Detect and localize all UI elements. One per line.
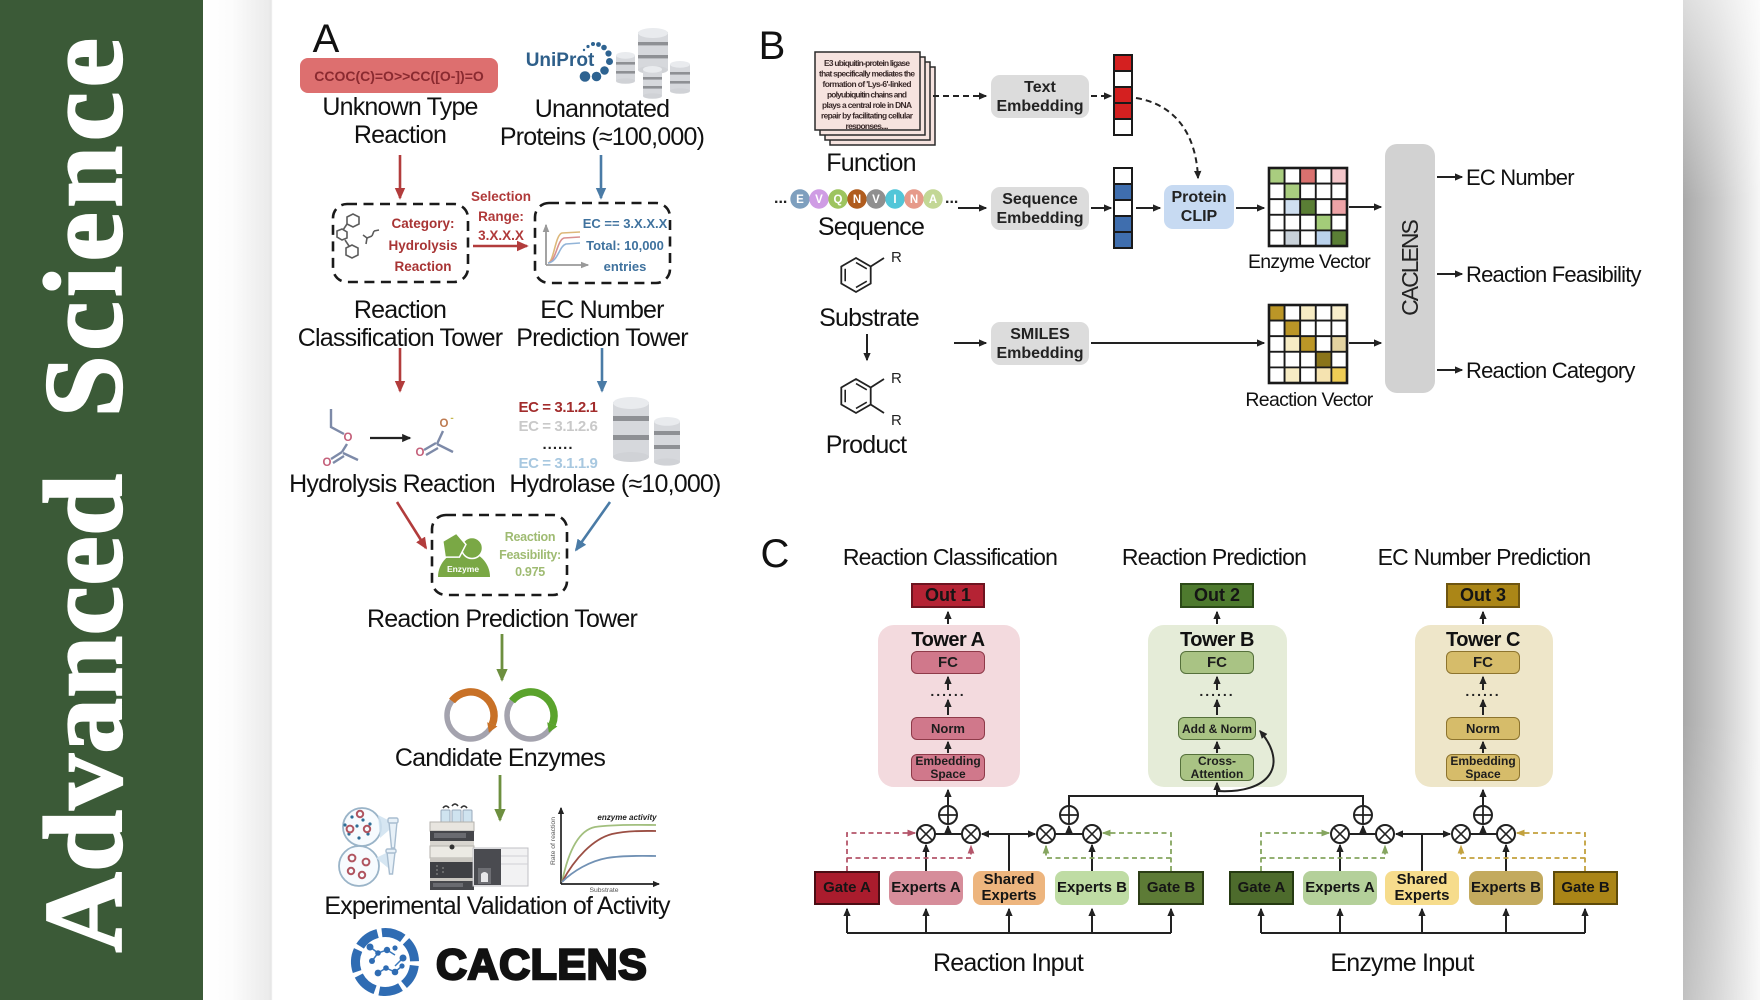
svg-text:-: - — [450, 413, 453, 424]
svg-text:Enzyme: Enzyme — [447, 564, 479, 574]
svg-text:V: V — [872, 194, 880, 206]
svg-text:formation of 'Lys-6'-linked: formation of 'Lys-6'-linked — [823, 79, 912, 89]
svg-text:E: E — [796, 194, 804, 206]
svg-text:R: R — [891, 370, 902, 387]
svg-text:O: O — [440, 418, 449, 430]
svg-text:...: ... — [945, 190, 958, 207]
svg-text:N: N — [910, 194, 918, 206]
svg-text:polyubiquitin chains and: polyubiquitin chains and — [827, 90, 907, 100]
svg-text:that specifically mediates the: that specifically mediates the — [819, 69, 915, 79]
svg-text:I: I — [893, 194, 896, 206]
svg-text:N: N — [853, 194, 861, 206]
svg-text:V: V — [815, 194, 823, 206]
svg-text:repair by facilitating cellula: repair by facilitating cellular — [821, 111, 914, 121]
svg-text:CACLENS: CACLENS — [436, 941, 647, 989]
svg-text:O: O — [416, 447, 425, 459]
svg-text:enzyme activity: enzyme activity — [597, 813, 657, 822]
svg-text:Q: Q — [834, 194, 843, 206]
svg-text:O: O — [344, 432, 353, 444]
svg-text:O: O — [323, 457, 332, 469]
svg-text:responses....: responses.... — [846, 121, 889, 131]
svg-text:E3 ubiquitin-protein ligase: E3 ubiquitin-protein ligase — [824, 58, 910, 68]
svg-text:...: ... — [774, 190, 787, 207]
svg-text:R: R — [891, 412, 902, 429]
svg-text:plays a central role in DNA: plays a central role in DNA — [822, 100, 912, 110]
svg-text:R: R — [891, 249, 902, 266]
svg-text:Rate of reaction: Rate of reaction — [550, 817, 557, 865]
svg-text:A: A — [929, 194, 937, 206]
svg-text:Substrate: Substrate — [589, 887, 618, 894]
